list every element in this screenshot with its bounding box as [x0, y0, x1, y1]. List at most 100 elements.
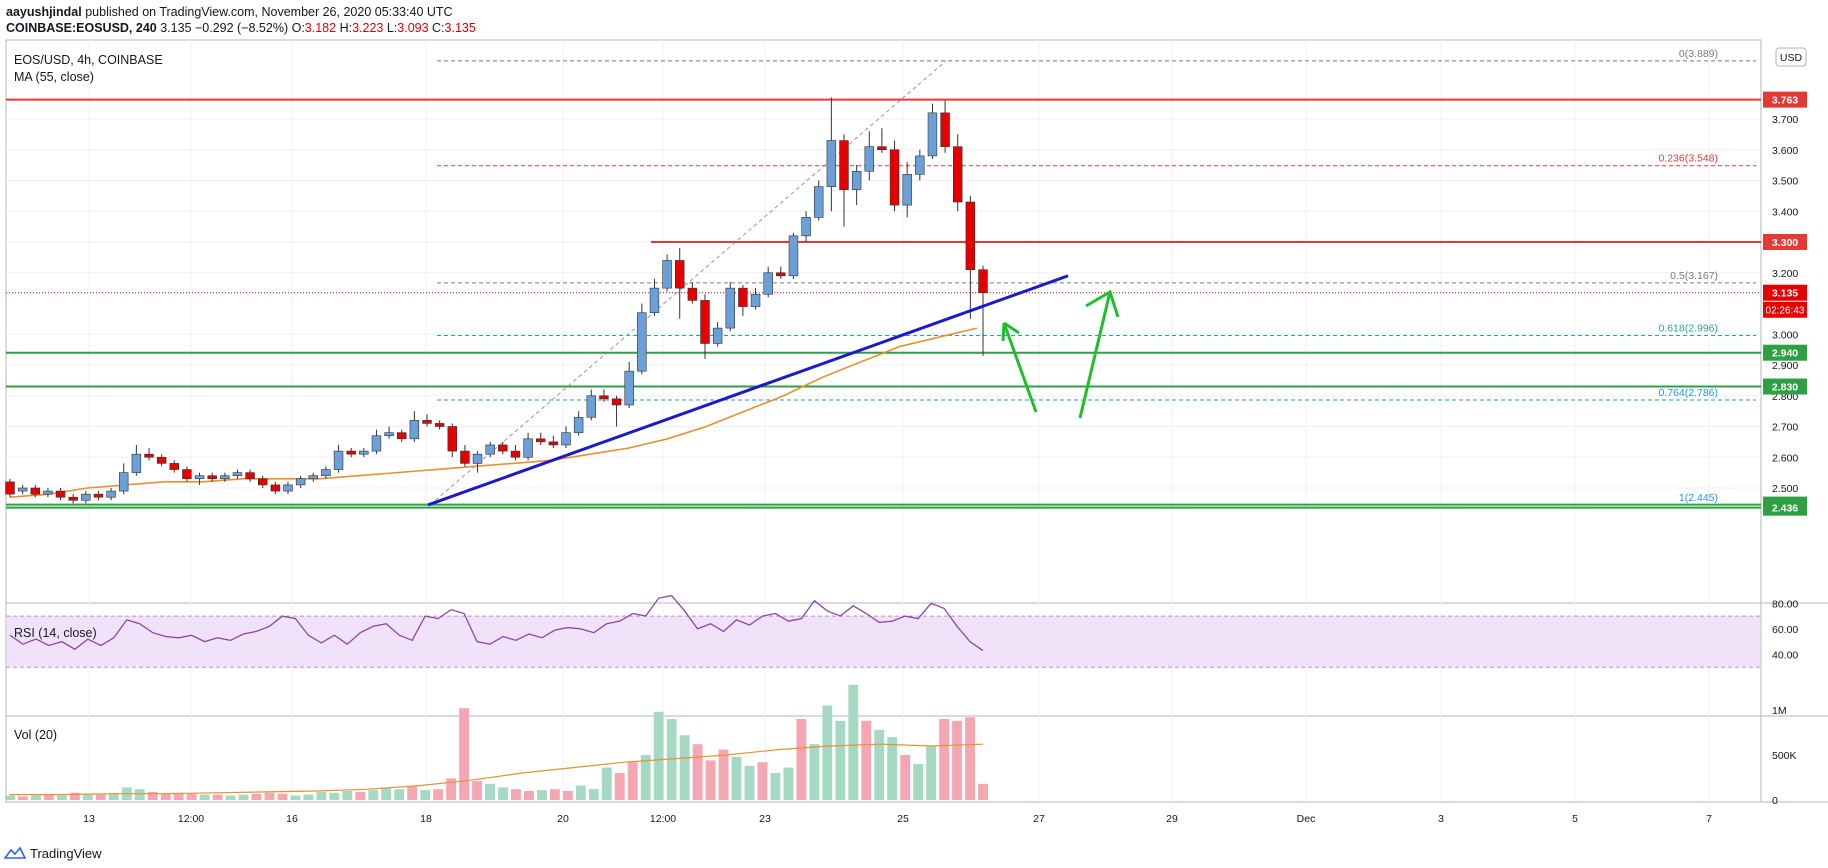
volume-bar	[368, 790, 379, 800]
vol-legend: Vol (20)	[14, 728, 57, 742]
volume-bar	[472, 781, 482, 800]
volume-bar	[614, 773, 625, 800]
candle-down	[965, 201, 976, 270]
h-label: H:	[339, 21, 353, 35]
volume-bar	[965, 717, 975, 800]
l-label: L:	[386, 21, 398, 35]
tradingview-footer[interactable]: TradingView	[4, 842, 102, 864]
volume-bar	[952, 720, 962, 800]
volume-bar	[407, 786, 418, 800]
volume-bar	[601, 767, 612, 800]
volume-bar	[316, 791, 327, 800]
projection-arrows	[1001, 289, 1120, 419]
candle-down	[68, 496, 78, 501]
candle-up	[409, 420, 420, 440]
time-tick-label: 12:00	[178, 813, 204, 825]
candle-down	[839, 140, 849, 191]
volume-bar	[640, 755, 651, 800]
volume-bar	[173, 792, 184, 800]
up-arrow-head	[1085, 289, 1120, 318]
volume-bar	[251, 793, 262, 800]
fib-level-label: 0(3.889)	[1679, 48, 1718, 60]
candle-down	[978, 269, 988, 294]
candle-down	[397, 432, 407, 440]
candle-down	[536, 438, 546, 443]
price-tick-label: 3.600	[1772, 145, 1798, 157]
candle-up	[814, 186, 824, 218]
author-name[interactable]: aayushjindal	[6, 5, 82, 19]
fib-anchor-line	[429, 60, 947, 506]
brand-label: TradingView	[30, 845, 102, 861]
volume-bar	[56, 795, 67, 800]
vol-tick-label: 1M	[1772, 705, 1787, 717]
volume-bar	[562, 791, 573, 800]
price-tick-label: 2.900	[1772, 360, 1798, 372]
fib-level-label: 1(2.445)	[1679, 492, 1718, 504]
o-value: 3.182	[304, 21, 337, 35]
candle-up	[119, 472, 129, 492]
volume-bar	[147, 791, 158, 800]
countdown-label: 02:26:43	[1766, 306, 1805, 317]
rsi-tick-label: 60.00	[1772, 624, 1798, 636]
candle-down	[700, 300, 710, 344]
candle-up	[308, 475, 318, 480]
down-arrow-shaft	[1002, 322, 1038, 413]
volume-bar	[653, 711, 664, 800]
support-trendline	[427, 274, 1069, 507]
level-badge-resistance-2	[1763, 234, 1807, 250]
candle-down	[738, 287, 748, 307]
candles	[5, 97, 988, 504]
price-tick-label: 3.700	[1772, 114, 1798, 126]
candle-down	[270, 484, 281, 492]
candle-down	[675, 260, 685, 289]
volume-bar	[900, 755, 911, 800]
fibonacci-levels: 0(3.889) 0.236(3.548) 0.5(3.167) 0.618(2.99…	[429, 48, 1756, 506]
c-label: C:	[432, 21, 445, 35]
candle-down	[889, 149, 900, 206]
volume-bar	[446, 778, 457, 800]
volume-bar	[225, 795, 236, 800]
volume-bar	[212, 794, 223, 800]
candle-up	[485, 444, 495, 455]
volume-bar	[238, 794, 249, 800]
volume-bar	[679, 735, 690, 800]
candle-down	[953, 146, 963, 203]
moving-average	[9, 327, 978, 499]
horizontal-levels	[6, 98, 1761, 509]
time-tick-label: 16	[286, 813, 298, 825]
volume-bar	[277, 793, 288, 800]
time-tick-label: 27	[1033, 813, 1045, 825]
trendline[interactable]	[427, 274, 1069, 507]
time-tick-label: 7	[1706, 813, 1712, 825]
volume-bar	[524, 791, 534, 800]
volume-bar	[770, 773, 781, 800]
volume-bar	[939, 719, 950, 800]
candle-down	[510, 450, 521, 458]
candle-up	[106, 490, 116, 498]
up-arrow-shaft	[1078, 291, 1112, 419]
symbol-legend: EOS/USD, 4h, COINBASE	[14, 53, 163, 67]
volume-bar	[835, 720, 846, 800]
level-badge-resistance-1	[1763, 91, 1807, 108]
c-value: 3.135	[444, 21, 476, 35]
rsi-band	[6, 615, 1761, 668]
candle-up	[194, 475, 205, 480]
rsi-band-fill	[6, 616, 1761, 668]
time-tick-label: 13	[83, 813, 95, 825]
candle-down	[940, 112, 950, 147]
volume-bar	[18, 796, 28, 800]
volume-bar	[199, 794, 210, 800]
candle-down	[548, 441, 559, 446]
candle-up	[801, 217, 811, 237]
candle-up	[321, 469, 331, 476]
candle-up	[725, 287, 735, 329]
volume-bar	[433, 789, 444, 800]
volume-bar	[536, 790, 547, 800]
volume-bar	[381, 787, 392, 800]
currency-button[interactable]	[1775, 47, 1807, 67]
volume-bar	[160, 793, 171, 800]
last-price-text: 3.135	[160, 21, 192, 35]
volume-bar	[303, 794, 314, 800]
volume-bar	[108, 793, 119, 800]
